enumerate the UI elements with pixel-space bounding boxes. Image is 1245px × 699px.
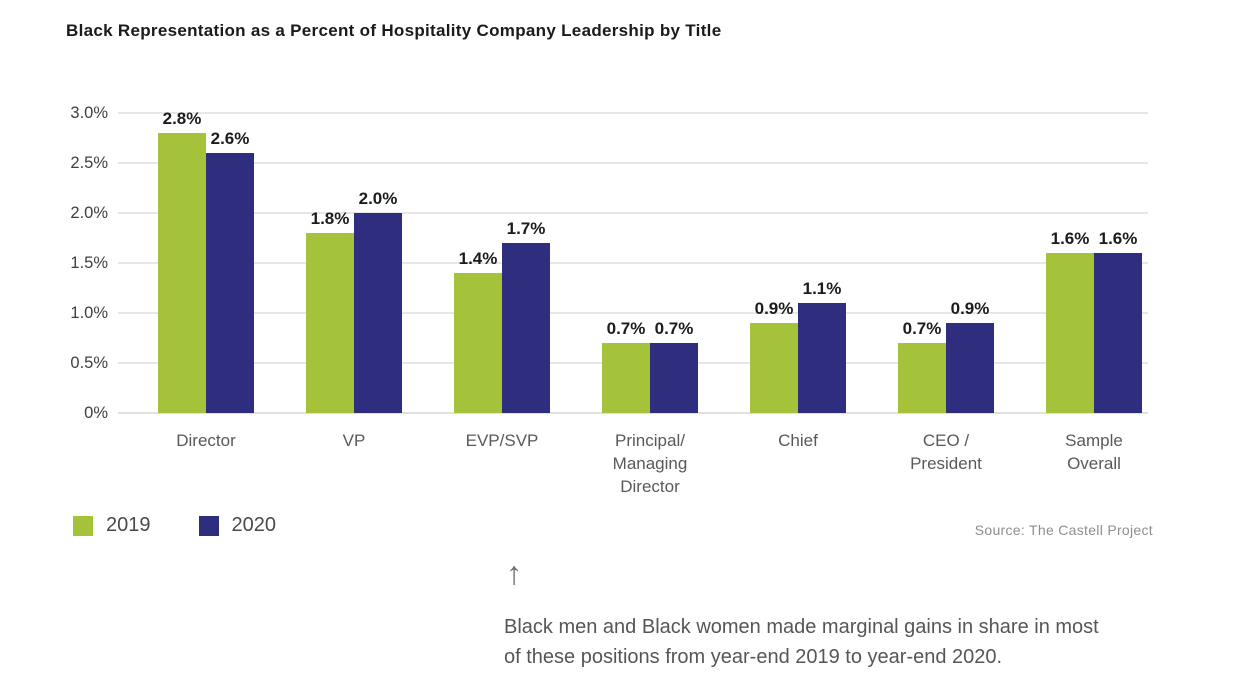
source-credit: Source: The Castell Project bbox=[974, 522, 1153, 538]
bar-value-2020-7: 1.6% bbox=[1098, 229, 1138, 248]
legend-label-2019: 2019 bbox=[106, 514, 151, 536]
category-label-5: Chief bbox=[778, 431, 818, 450]
gridline-2.0% bbox=[118, 212, 1148, 214]
gridline-0% bbox=[118, 412, 1148, 414]
bar-value-2019-2: 1.8% bbox=[310, 209, 350, 228]
legend-item-2019: 2019 bbox=[73, 514, 151, 537]
bar-value-2019-3: 1.4% bbox=[458, 249, 498, 268]
category-label-2: VP bbox=[342, 431, 366, 450]
y-tick-label-1.5%: 1.5% bbox=[70, 254, 108, 272]
category-label-4: Principal/ Managing Director bbox=[612, 431, 688, 496]
bar-value-2020-3: 1.7% bbox=[506, 219, 546, 238]
up-arrow-icon: ↑ bbox=[506, 555, 522, 591]
legend-swatch-2020 bbox=[198, 515, 219, 536]
bar-2019-4 bbox=[602, 343, 650, 413]
annotation-line-1: Black men and Black women made marginal … bbox=[504, 616, 1099, 638]
y-tick-label-1.0%: 1.0% bbox=[70, 304, 108, 322]
gridline-3.0% bbox=[118, 112, 1148, 114]
plot-area: 2.8% 2.6% Director 1.8% 2.0% VP 1.4% 1.7% EVP/SV… bbox=[118, 109, 1148, 496]
bar-value-2020-2: 2.0% bbox=[358, 189, 398, 208]
bar-2020-1 bbox=[206, 153, 254, 413]
bar-value-2019-6: 0.7% bbox=[902, 319, 942, 338]
annotation-text: Black men and Black women made marginal … bbox=[504, 612, 1164, 672]
bar-value-2019-4: 0.7% bbox=[606, 319, 646, 338]
bar-value-2020-5: 1.1% bbox=[802, 279, 842, 298]
category-label-3: EVP/SVP bbox=[465, 431, 539, 450]
bar-2019-1 bbox=[158, 133, 206, 413]
bar-value-2019-1: 2.8% bbox=[162, 109, 202, 128]
y-axis: 3.0% 2.5% 2.0% 1.5% 1.0% 0.5% 0% bbox=[0, 104, 108, 422]
bar-2020-5 bbox=[798, 303, 846, 413]
category-label-6: CEO / President bbox=[910, 431, 982, 473]
gridline-2.5% bbox=[118, 162, 1148, 164]
gridline-1.0% bbox=[118, 312, 1148, 314]
y-tick-label-2.5%: 2.5% bbox=[70, 154, 108, 172]
annotation-line-2: of these positions from year-end 2019 to… bbox=[504, 646, 1003, 668]
gridline-1.5% bbox=[118, 262, 1148, 264]
y-tick-label-0.5%: 0.5% bbox=[70, 354, 108, 372]
y-tick-label-0%: 0% bbox=[84, 404, 108, 422]
bar-2020-6 bbox=[946, 323, 994, 413]
legend-item-2020: 2020 bbox=[198, 514, 277, 537]
bar-2019-7 bbox=[1046, 253, 1094, 413]
bar-value-2019-5: 0.9% bbox=[754, 299, 794, 318]
category-label-7: Sample Overall bbox=[1065, 431, 1123, 473]
bar-2020-4 bbox=[650, 343, 698, 413]
bar-value-2020-1: 2.6% bbox=[210, 129, 250, 148]
bar-2019-5 bbox=[750, 323, 798, 413]
legend-label-2020: 2020 bbox=[231, 514, 277, 536]
bar-2019-6 bbox=[898, 343, 946, 413]
bar-2020-3 bbox=[502, 243, 550, 413]
bar-2020-2 bbox=[354, 213, 402, 413]
bar-value-2020-4: 0.7% bbox=[654, 319, 694, 338]
chart-title: Black Representation as a Percent of Hos… bbox=[66, 21, 722, 40]
legend-swatch-2019 bbox=[73, 515, 93, 536]
bar-value-2019-7: 1.6% bbox=[1050, 229, 1090, 248]
category-label-1: Director bbox=[176, 431, 236, 450]
legend: 2019 2020 bbox=[73, 514, 276, 537]
bar-2019-2 bbox=[306, 233, 354, 413]
bar-2019-3 bbox=[454, 273, 502, 413]
bar-value-2020-6: 0.9% bbox=[950, 299, 990, 318]
y-tick-label-2.0%: 2.0% bbox=[70, 204, 108, 222]
bar-2020-7 bbox=[1094, 253, 1142, 413]
y-tick-label-3.0%: 3.0% bbox=[70, 104, 108, 122]
